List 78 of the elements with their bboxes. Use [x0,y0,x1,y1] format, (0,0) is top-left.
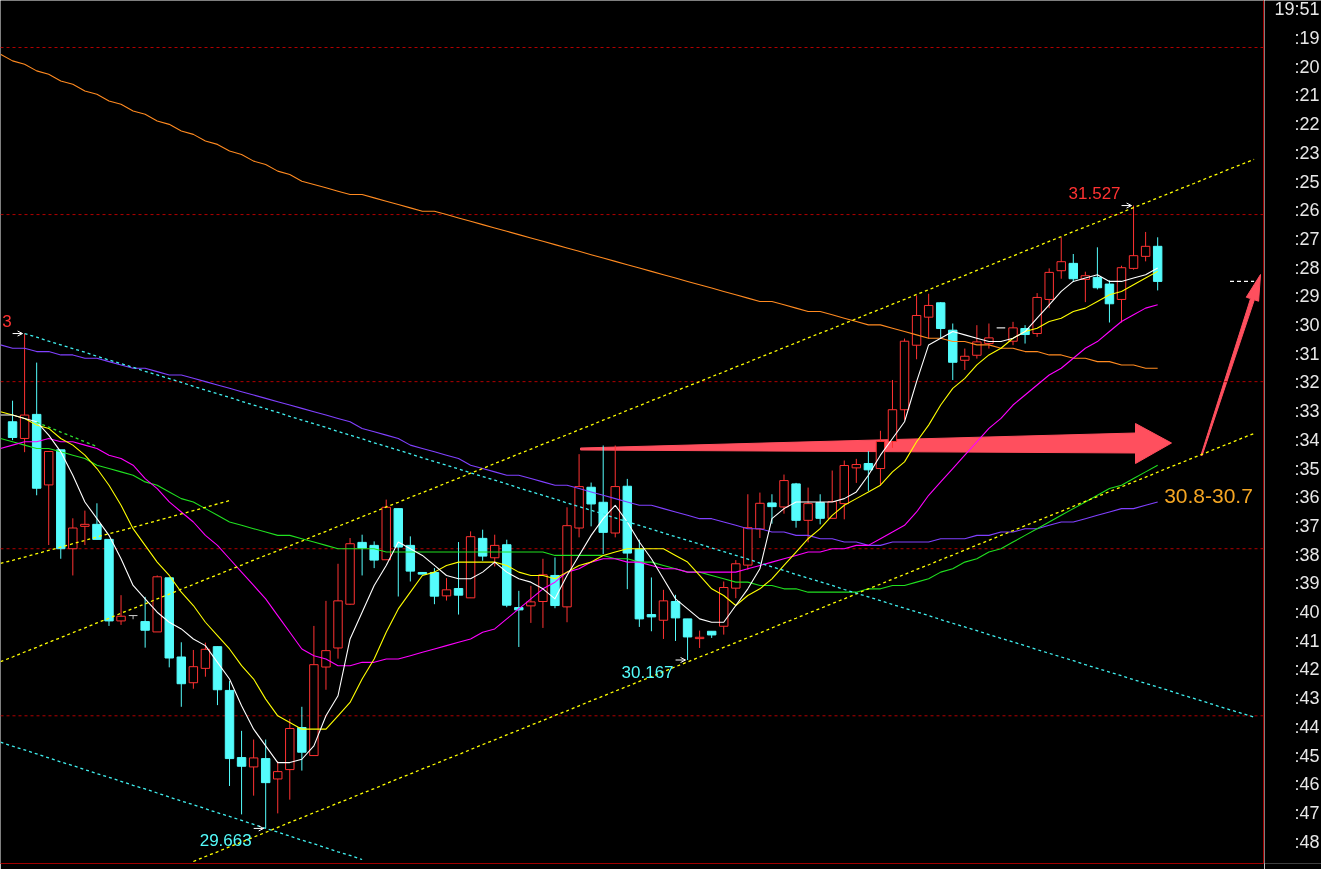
candlestick [1128,205,1139,271]
candlestick [92,502,102,540]
text: :27 [1294,228,1320,249]
candlestick [429,567,440,605]
candlestick [670,594,681,642]
candlestick [357,534,367,576]
text: :38 [1294,544,1320,565]
candlestick [321,600,331,691]
candlestick [1092,246,1103,290]
text: :33 [1294,401,1320,422]
text: :19 [1294,28,1320,49]
text: :31 [1294,343,1320,364]
candlestick [68,517,78,576]
candlestick [514,590,524,648]
candlestick [827,470,837,519]
candlestick [646,576,657,632]
candlestick [453,541,464,616]
candlestick [526,585,536,624]
text: :28 [1294,257,1320,278]
candlestick [236,730,247,815]
candlestick [767,493,777,525]
text: :48 [1294,831,1320,852]
text: :22 [1294,114,1320,135]
annotation: 3 [2,311,12,331]
text: :39 [1294,573,1320,594]
text: :20 [1294,56,1320,77]
text: 29.663 [199,831,252,851]
text: :43 [1294,688,1320,709]
candlestick [7,400,18,441]
annotation: 30.8-30.7 [1164,483,1253,507]
text: :46 [1294,774,1320,795]
text: :21 [1294,85,1320,106]
candlestick [803,487,813,543]
candlestick [140,596,150,649]
text: :47 [1294,803,1320,823]
point [1126,202,1133,209]
candlestick [200,642,211,678]
candlestick [815,493,825,525]
candlestick [851,458,862,484]
text: :36 [1294,487,1320,508]
candlestick [80,510,90,546]
candlestick [1056,236,1066,280]
candlestick [923,293,934,340]
text: 31.527 [1068,183,1121,203]
candlestick [116,594,126,626]
candlestick [863,450,874,492]
candlestick [441,577,452,602]
candlestick [586,482,596,527]
candlestick [1068,253,1079,283]
text: :32 [1294,372,1320,393]
candlestick [188,649,199,690]
text: :26 [1294,200,1320,221]
candlestick [477,529,488,562]
candlestick [273,760,283,814]
text: :34 [1294,429,1320,450]
text: :35 [1294,458,1320,479]
candlestick [972,324,982,360]
text: :25 [1294,171,1320,192]
text: :45 [1294,745,1320,766]
text: 19:51 [1274,0,1320,20]
candlestick [960,348,970,371]
point [258,825,265,832]
candlestick [1140,231,1151,262]
candlestick [369,540,379,569]
text: :23 [1294,142,1320,163]
candlestick [248,739,259,797]
text: :30 [1294,315,1320,336]
text: :29 [1294,286,1320,307]
text: :42 [1294,659,1320,680]
text: :41 [1294,630,1320,651]
candlestick [1104,279,1115,324]
candlestick [19,333,30,453]
point [17,330,24,337]
text: :40 [1294,602,1320,623]
candlestick [658,589,669,640]
text: :44 [1294,716,1320,737]
annotation: 30.167 [621,663,674,682]
text: :37 [1294,516,1320,536]
